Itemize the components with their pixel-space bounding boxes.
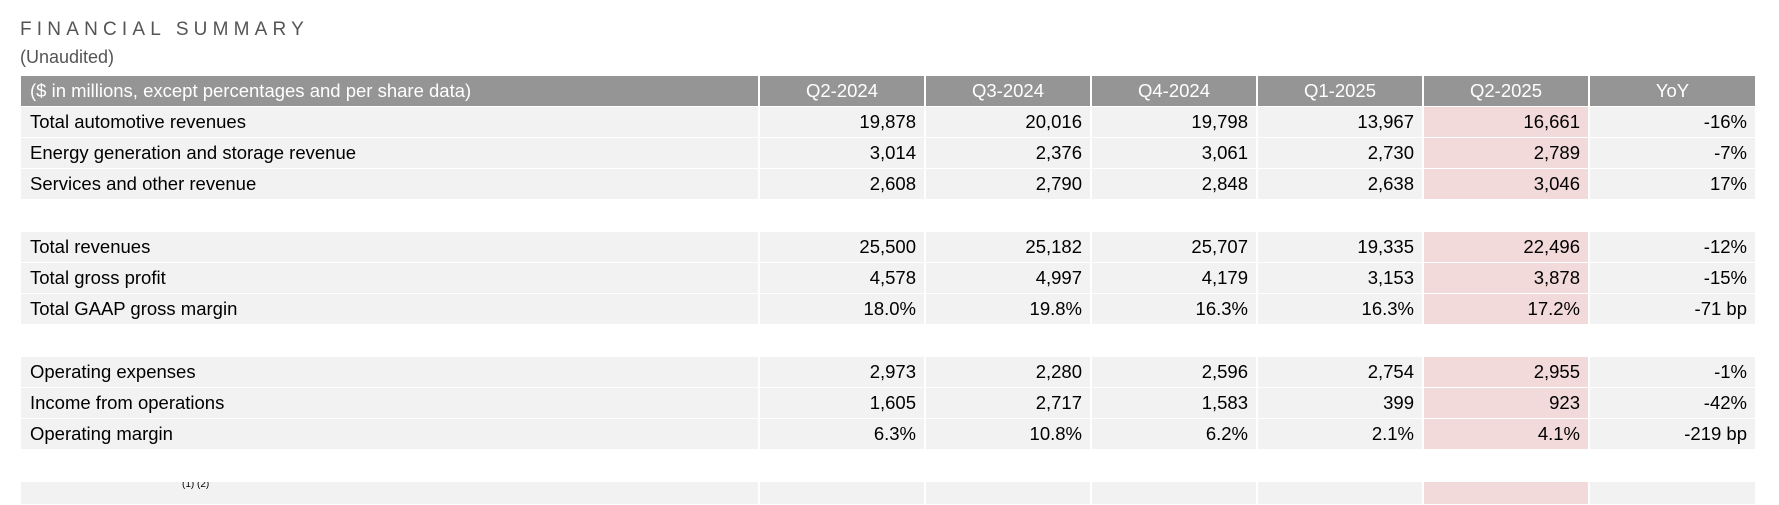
- cell-value: 399: [1257, 387, 1424, 419]
- cell-yoy: -15%: [1589, 262, 1755, 294]
- cell-value: 19.8%: [925, 293, 1092, 325]
- cell-value: 13,967: [1257, 106, 1424, 138]
- row-label: Operating expenses: [21, 357, 760, 388]
- cell-value: 2,848: [1091, 168, 1258, 200]
- financial-summary-table: ($ in millions, except percentages and p…: [21, 76, 1755, 505]
- row-spacer: [21, 449, 1755, 482]
- cell-value-highlighted: 4.1%: [1423, 418, 1590, 450]
- page-title: FINANCIAL SUMMARY: [20, 19, 309, 40]
- cell-value-highlighted: 17.2%: [1423, 293, 1590, 325]
- cell-value-highlighted: [1423, 482, 1590, 505]
- cell-yoy: -12%: [1589, 232, 1755, 263]
- cell-value: 2,730: [1257, 137, 1424, 169]
- row-label: Operating margin: [21, 418, 760, 450]
- cell-yoy: -219 bp: [1589, 418, 1755, 450]
- row-label: Energy generation and storage revenue: [21, 137, 760, 169]
- table-row: Services and other revenue 2,608 2,790 2…: [21, 168, 1755, 200]
- cell-value: 16.3%: [1091, 293, 1258, 325]
- cell-value: 25,500: [759, 232, 926, 263]
- cell-value: 2,717: [925, 387, 1092, 419]
- cell-yoy: -7%: [1589, 137, 1755, 169]
- col-header-q2-2025: Q2-2025: [1423, 76, 1590, 107]
- row-spacer: [21, 199, 1755, 232]
- cell-value: 25,707: [1091, 232, 1258, 263]
- cell-value: 19,798: [1091, 106, 1258, 138]
- cell-value: 2,754: [1257, 357, 1424, 388]
- page-subtitle: (Unaudited): [20, 47, 115, 67]
- cell-value-highlighted: 2,955: [1423, 357, 1590, 388]
- cell-value: 2,596: [1091, 357, 1258, 388]
- row-spacer: [21, 324, 1755, 357]
- cell-value: 6.2%: [1091, 418, 1258, 450]
- table-row: Energy generation and storage revenue 3,…: [21, 137, 1755, 169]
- table-row: Total revenues 25,500 25,182 25,707 19,3…: [21, 232, 1755, 263]
- cell-value: 1,583: [1091, 387, 1258, 419]
- cell-value: 10.8%: [925, 418, 1092, 450]
- cell-value: 2.1%: [1257, 418, 1424, 450]
- cell-value: 20,016: [925, 106, 1092, 138]
- cell-value-highlighted: 22,496: [1423, 232, 1590, 263]
- cell-value: 2,280: [925, 357, 1092, 388]
- row-label: Services and other revenue: [21, 168, 760, 200]
- col-header-q1-2025: Q1-2025: [1257, 76, 1424, 107]
- cell-value: 3,061: [1091, 137, 1258, 169]
- row-label-partial: (1) (2): [21, 482, 760, 505]
- cell-value: 4,997: [925, 262, 1092, 294]
- table-row: Operating expenses 2,973 2,280 2,596 2,7…: [21, 357, 1755, 388]
- cell-value-highlighted: 16,661: [1423, 106, 1590, 138]
- cell-value-highlighted: 3,046: [1423, 168, 1590, 200]
- cell-value: 4,179: [1091, 262, 1258, 294]
- cell-value: 19,878: [759, 106, 926, 138]
- cell-value: 2,638: [1257, 168, 1424, 200]
- cell-yoy: 17%: [1589, 168, 1755, 200]
- cell-yoy: -71 bp: [1589, 293, 1755, 325]
- cell-value: 2,973: [759, 357, 926, 388]
- cell-value: 2,790: [925, 168, 1092, 200]
- cell-value: 1,605: [759, 387, 926, 419]
- cell-value: 25,182: [925, 232, 1092, 263]
- row-label: Income from operations: [21, 387, 760, 419]
- cell-value: 18.0%: [759, 293, 926, 325]
- table-row: Total automotive revenues 19,878 20,016 …: [21, 106, 1755, 138]
- table-row-partial: (1) (2): [21, 482, 1755, 505]
- col-header-yoy: YoY: [1589, 76, 1755, 107]
- cell-value: 2,376: [925, 137, 1092, 169]
- cell-value: 4,578: [759, 262, 926, 294]
- row-label: Total GAAP gross margin: [21, 293, 760, 325]
- cell-value: 16.3%: [1257, 293, 1424, 325]
- row-label: Total revenues: [21, 232, 760, 263]
- row-label: Total automotive revenues: [21, 106, 760, 138]
- cell-value: 6.3%: [759, 418, 926, 450]
- table-row: Total gross profit 4,578 4,997 4,179 3,1…: [21, 262, 1755, 294]
- table-header-label: ($ in millions, except percentages and p…: [21, 76, 760, 107]
- table-row: Income from operations 1,605 2,717 1,583…: [21, 387, 1755, 419]
- table-row: Operating margin 6.3% 10.8% 6.2% 2.1% 4.…: [21, 418, 1755, 450]
- cell-value-highlighted: 2,789: [1423, 137, 1590, 169]
- col-header-q4-2024: Q4-2024: [1091, 76, 1258, 107]
- cell-value-highlighted: 3,878: [1423, 262, 1590, 294]
- cell-yoy: -42%: [1589, 387, 1755, 419]
- col-header-q2-2024: Q2-2024: [759, 76, 926, 107]
- cell-yoy: -1%: [1589, 357, 1755, 388]
- cell-value: 2,608: [759, 168, 926, 200]
- footnote-marker: (1) (2): [182, 482, 210, 490]
- cell-value: 3,014: [759, 137, 926, 169]
- table-row: Total GAAP gross margin 18.0% 19.8% 16.3…: [21, 293, 1755, 325]
- col-header-q3-2024: Q3-2024: [925, 76, 1092, 107]
- cell-value: 3,153: [1257, 262, 1424, 294]
- cell-yoy: -16%: [1589, 106, 1755, 138]
- cell-value: 19,335: [1257, 232, 1424, 263]
- row-label: Total gross profit: [21, 262, 760, 294]
- table-header-row: ($ in millions, except percentages and p…: [21, 76, 1755, 107]
- cell-value-highlighted: 923: [1423, 387, 1590, 419]
